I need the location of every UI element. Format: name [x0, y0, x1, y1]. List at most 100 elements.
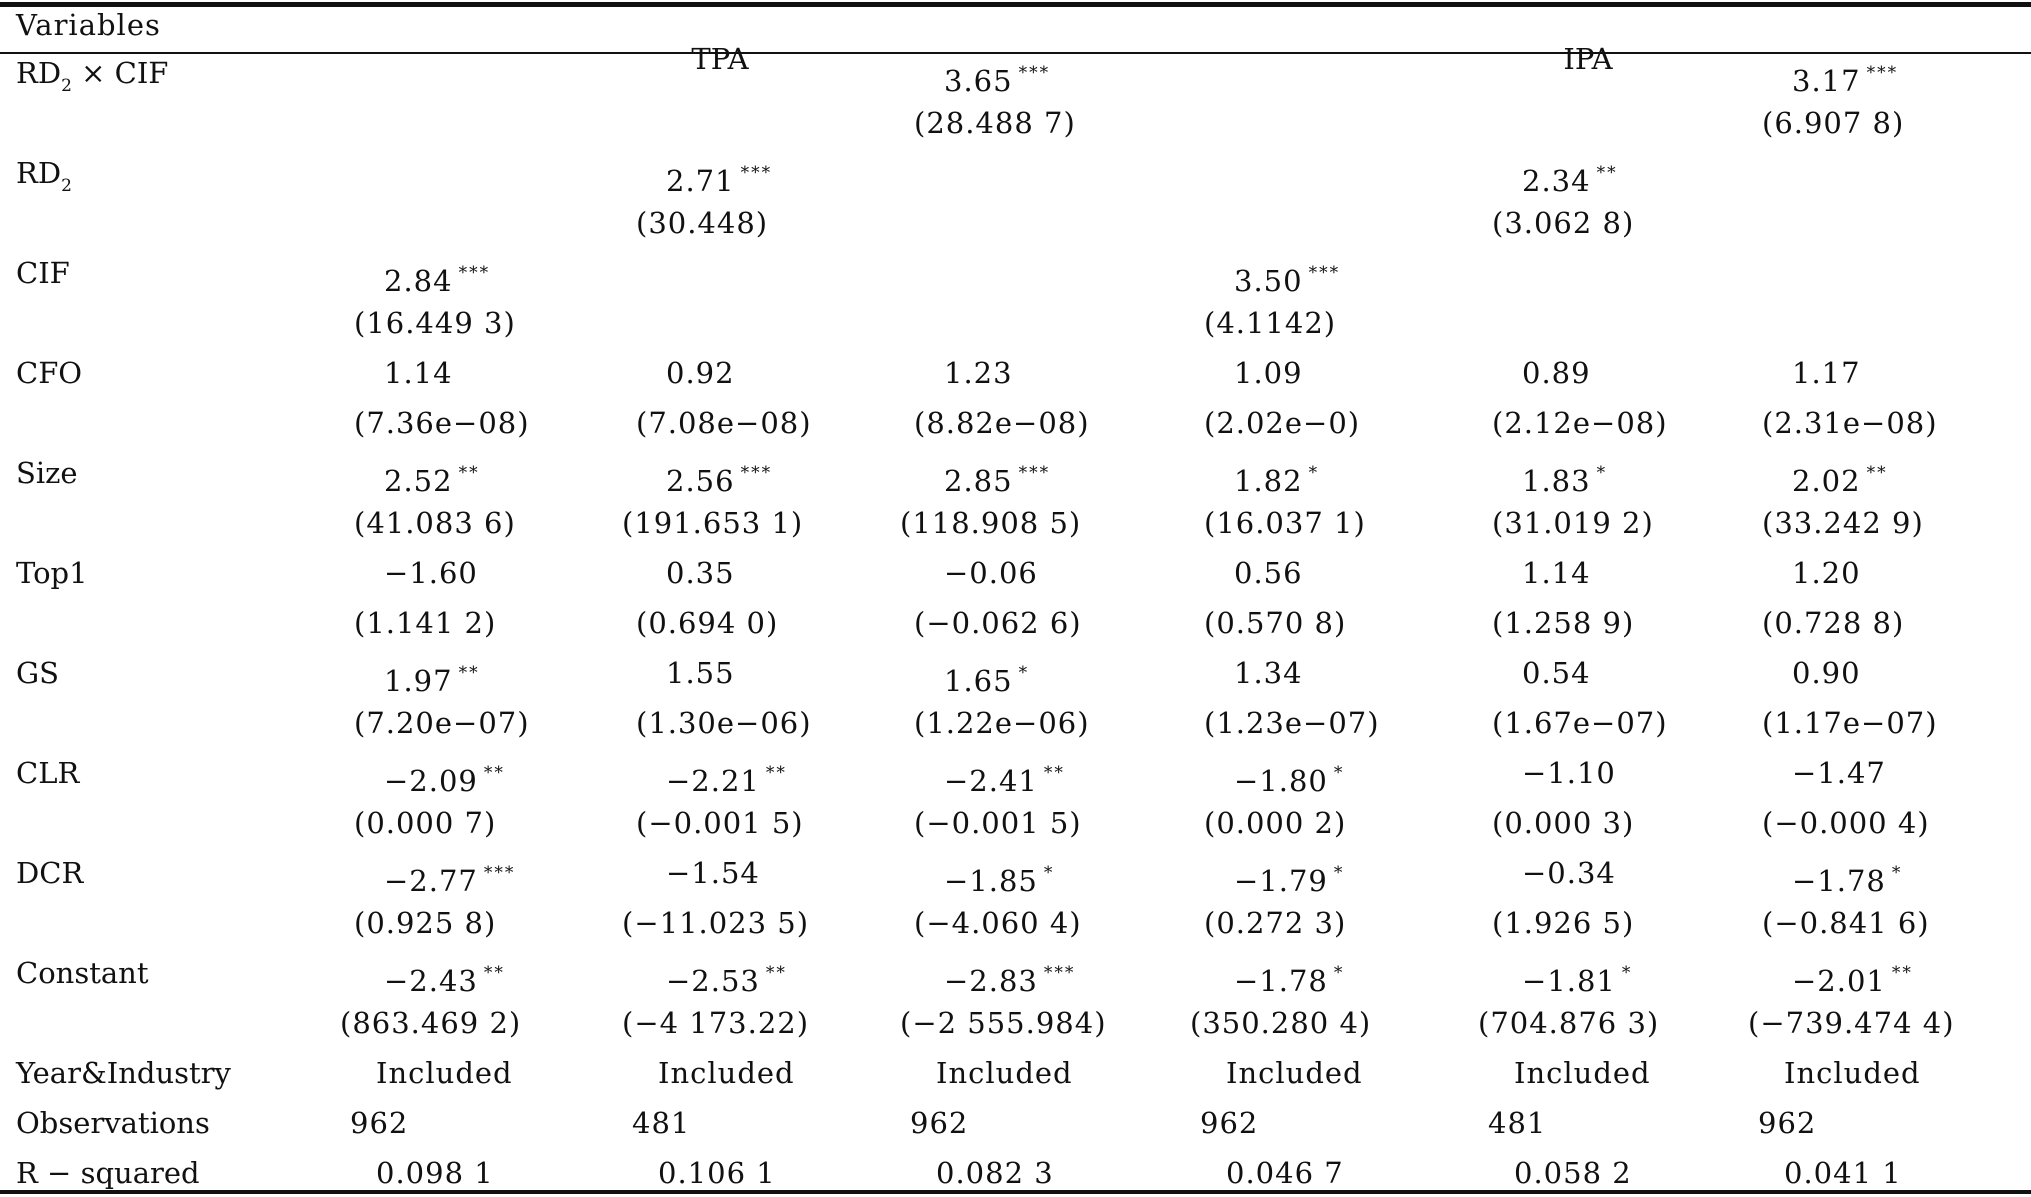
se-cell: (31.019 2) — [1492, 506, 1654, 540]
coef-cell: 1.34 — [1234, 656, 1303, 690]
coef-cell: −0.34 — [1522, 856, 1616, 890]
significance-stars: * — [1596, 463, 1608, 483]
footer-cell: 962 — [1758, 1106, 1817, 1140]
row-label: Size — [16, 456, 78, 490]
header-variables: Variables — [16, 8, 161, 42]
coef-cell: 1.23 — [944, 356, 1013, 390]
coef-cell: 1.65 * — [944, 663, 1030, 698]
coef-cell: −1.78 * — [1234, 963, 1345, 998]
coef-cell: 2.02 ** — [1792, 463, 1888, 498]
footer-cell: 0.046 7 — [1226, 1156, 1344, 1190]
se-cell: (30.448) — [636, 206, 769, 240]
footer-cell: Included — [658, 1056, 795, 1090]
coef-cell: 2.85 *** — [944, 463, 1051, 498]
header-tpa: TPA — [691, 42, 749, 76]
se-cell: (0.272 3) — [1204, 906, 1347, 940]
se-cell: (1.23e−07) — [1204, 706, 1380, 740]
se-cell: (0.694 0) — [636, 606, 779, 640]
se-cell: (−0.001 5) — [914, 806, 1082, 840]
se-cell: (1.258 9) — [1492, 606, 1635, 640]
significance-stars: ** — [765, 963, 787, 983]
significance-stars: *** — [740, 463, 773, 483]
significance-stars: ** — [765, 763, 787, 783]
coef-cell: 1.55 — [666, 656, 735, 690]
footer-cell: 0.041 1 — [1784, 1156, 1902, 1190]
coef-cell: −1.79 * — [1234, 863, 1345, 898]
se-cell: (863.469 2) — [340, 1006, 522, 1040]
significance-stars: * — [1621, 963, 1633, 983]
coef-cell: −2.01 ** — [1792, 963, 1913, 998]
row-label: GS — [16, 656, 60, 690]
coef-cell: 2.52 ** — [384, 463, 480, 498]
se-cell: (191.653 1) — [622, 506, 804, 540]
coef-cell: −2.53 ** — [666, 963, 787, 998]
row-label: DCR — [16, 856, 84, 890]
se-cell: (7.08e−08) — [636, 406, 812, 440]
se-cell: (3.062 8) — [1492, 206, 1635, 240]
se-cell: (118.908 5) — [900, 506, 1082, 540]
footer-cell: Included — [1514, 1056, 1651, 1090]
coef-cell: 0.56 — [1234, 556, 1303, 590]
coef-cell: 0.92 — [666, 356, 735, 390]
significance-stars: *** — [458, 263, 491, 283]
coef-cell: −1.47 — [1792, 756, 1886, 790]
row-label: CIF — [16, 256, 70, 290]
coef-cell: 2.71 *** — [666, 163, 773, 198]
footer-cell: Included — [1226, 1056, 1363, 1090]
coef-cell: 3.17 *** — [1792, 63, 1899, 98]
table-top-rule — [0, 2, 2031, 7]
coef-cell: 3.65 *** — [944, 63, 1051, 98]
significance-stars: *** — [1018, 463, 1051, 483]
coef-cell: 1.83 * — [1522, 463, 1608, 498]
coef-cell: −1.85 * — [944, 863, 1055, 898]
coef-cell: −1.81 * — [1522, 963, 1633, 998]
footer-cell: Included — [936, 1056, 1073, 1090]
coef-cell: −0.06 — [944, 556, 1038, 590]
coef-cell: 2.34 ** — [1522, 163, 1618, 198]
se-cell: (1.67e−07) — [1492, 706, 1668, 740]
significance-stars: *** — [483, 863, 516, 883]
footer-row-label: Year&Industry — [16, 1056, 231, 1090]
se-cell: (−739.474 4) — [1748, 1006, 1955, 1040]
footer-cell: Included — [376, 1056, 513, 1090]
footer-cell: 962 — [350, 1106, 409, 1140]
significance-stars: * — [1308, 463, 1320, 483]
coef-cell: 0.35 — [666, 556, 735, 590]
coef-cell: −1.60 — [384, 556, 478, 590]
se-cell: (0.000 7) — [354, 806, 497, 840]
coef-cell: 1.97 ** — [384, 663, 480, 698]
se-cell: (1.926 5) — [1492, 906, 1635, 940]
significance-stars: *** — [740, 163, 773, 183]
footer-cell: 0.058 2 — [1514, 1156, 1632, 1190]
se-cell: (2.12e−08) — [1492, 406, 1668, 440]
se-cell: (0.925 8) — [354, 906, 497, 940]
significance-stars: ** — [1596, 163, 1618, 183]
coef-cell: 2.84 *** — [384, 263, 491, 298]
significance-stars: ** — [458, 663, 480, 683]
se-cell: (−0.000 4) — [1762, 806, 1930, 840]
se-cell: (2.31e−08) — [1762, 406, 1938, 440]
significance-stars: * — [1333, 763, 1345, 783]
footer-cell: 962 — [910, 1106, 969, 1140]
significance-stars: ** — [458, 463, 480, 483]
se-cell: (−0.001 5) — [636, 806, 804, 840]
se-cell: (8.82e−08) — [914, 406, 1090, 440]
coef-cell: −2.43 ** — [384, 963, 505, 998]
row-label: RD2 × CIF — [16, 56, 169, 96]
row-label: CLR — [16, 756, 80, 790]
coef-cell: −1.10 — [1522, 756, 1616, 790]
significance-stars: *** — [1866, 63, 1899, 83]
se-cell: (1.17e−07) — [1762, 706, 1938, 740]
se-cell: (−0.062 6) — [914, 606, 1082, 640]
significance-stars: * — [1018, 663, 1030, 683]
se-cell: (704.876 3) — [1478, 1006, 1660, 1040]
coef-cell: −2.21 ** — [666, 763, 787, 798]
coef-cell: 0.90 — [1792, 656, 1861, 690]
row-label: RD2 — [16, 156, 72, 196]
coef-cell: −1.78 * — [1792, 863, 1903, 898]
se-cell: (−0.841 6) — [1762, 906, 1930, 940]
se-cell: (7.20e−07) — [354, 706, 530, 740]
se-cell: (41.083 6) — [354, 506, 516, 540]
se-cell: (16.037 1) — [1204, 506, 1366, 540]
significance-stars: ** — [483, 763, 505, 783]
